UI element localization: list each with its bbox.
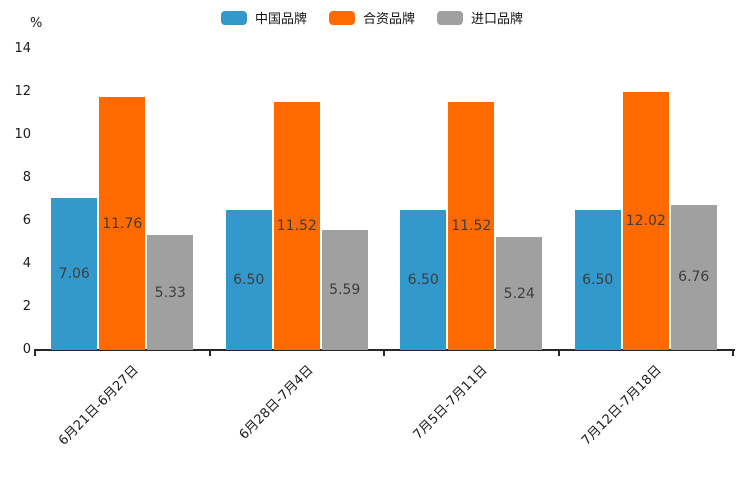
x-axis-tick [558,351,560,356]
bar-合资品牌-6月28日-7月4日: 11.52 [273,102,320,350]
x-axis-tick [383,351,385,356]
bar-中国品牌-6月21日-6月27日: 7.06 [51,198,98,350]
legend-item-label: 合资品牌 [362,12,415,27]
legend-swatch [437,10,463,25]
x-axis-tick [209,351,211,356]
bar-中国品牌-7月5日-7月11日: 6.50 [400,210,447,350]
legend-item[interactable]: 进口品牌 [437,8,523,27]
bar-value-label: 5.24 [503,285,535,302]
x-category-label: 7月12日-7月18日 [579,362,666,449]
y-tick-label: 14 [14,41,31,56]
bar-value-label: 12.02 [625,212,666,229]
bar-进口品牌-7月5日-7月11日: 5.24 [496,237,543,350]
legend-swatch [220,10,247,25]
bar-中国品牌-7月12日-7月18日: 6.50 [574,210,621,350]
bar-value-label: 6.50 [407,272,439,289]
bar-合资品牌-7月12日-7月18日: 12.02 [622,91,669,350]
y-tick-label: 0 [22,342,31,357]
bar-进口品牌-7月12日-7月18日: 6.76 [670,204,717,350]
y-tick-label: 6 [22,213,31,228]
x-category-label: 6月28日-7月4日 [236,362,317,443]
y-tick-label: 10 [14,127,31,142]
bar-value-label: 6.50 [582,272,614,289]
y-tick-label: 4 [22,256,31,271]
legend-item-label: 中国品牌 [254,12,307,27]
bar-合资品牌-6月21日-6月27日: 11.76 [99,97,146,350]
legend-item[interactable]: 合资品牌 [328,8,415,27]
bar-value-label: 7.06 [58,266,90,283]
bar-value-label: 6.76 [678,269,710,286]
y-axis-unit-label: % [30,16,43,31]
bar-中国品牌-6月28日-7月4日: 6.50 [225,210,272,350]
bar-value-label: 5.33 [154,284,186,301]
x-axis-tick [732,351,734,356]
x-category-label: 6月21日-6月27日 [55,362,142,449]
bar-value-label: 11.52 [276,218,317,235]
legend-swatch [328,10,355,25]
y-tick-label: 8 [22,170,31,185]
bar-进口品牌-6月21日-6月27日: 5.33 [147,235,194,350]
y-tick-label: 2 [22,299,31,314]
bar-value-label: 5.59 [329,281,361,298]
legend: 中国品牌 合资品牌 进口品牌 [0,8,744,27]
bar-value-label: 11.76 [102,215,143,232]
legend-item[interactable]: 中国品牌 [220,8,307,27]
x-axis-tick [34,351,36,356]
x-category-label: 7月5日-7月11日 [410,362,491,443]
bar-value-label: 6.50 [233,272,265,289]
bar-value-label: 11.52 [451,218,492,235]
bar-合资品牌-7月5日-7月11日: 11.52 [448,102,495,350]
bar-进口品牌-6月28日-7月4日: 5.59 [321,229,368,350]
x-axis-line [34,349,735,351]
y-tick-label: 12 [14,84,31,99]
legend-item-label: 进口品牌 [471,12,524,27]
